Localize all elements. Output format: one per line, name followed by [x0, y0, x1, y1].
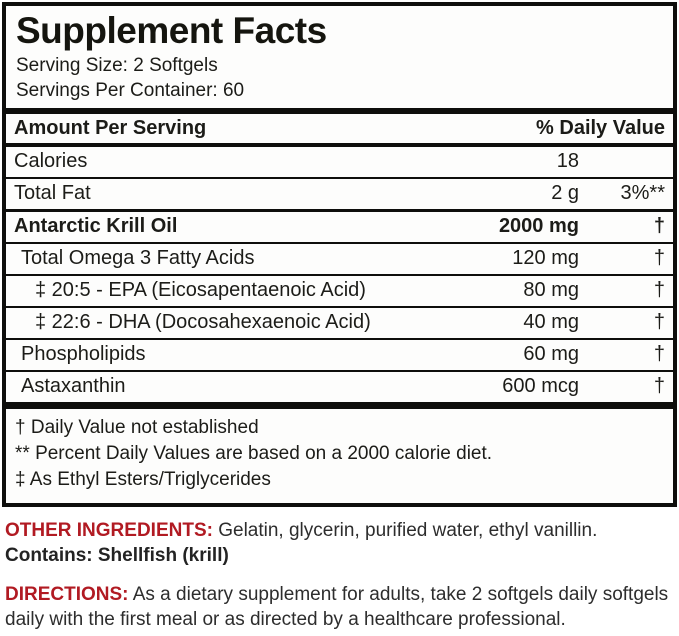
panel-title: Supplement Facts	[16, 10, 327, 51]
nutrient-name: Phospholipids	[21, 343, 146, 366]
nutrient-dv: †	[653, 279, 665, 302]
directions-text: As a dietary supplement for adults, take…	[5, 583, 669, 630]
table-header-row: Amount Per Serving % Daily Value	[6, 114, 673, 147]
footnote-daily-value: † Daily Value not established	[15, 416, 259, 438]
nutrient-dv: 3%**	[620, 182, 665, 205]
nutrient-amount: 18	[556, 150, 579, 173]
table-row-calories: Calories 18	[6, 147, 673, 177]
table-row-total-fat: Total Fat 2 g 3%**	[6, 176, 673, 209]
nutrient-dv: †	[653, 215, 665, 238]
nutrient-name: Antarctic Krill Oil	[14, 215, 178, 238]
table-row-astaxanthin: Astaxanthin 600 mcg †	[6, 369, 673, 402]
nutrient-amount: 2000 mg	[498, 215, 579, 238]
supplement-facts-panel: Supplement Facts Serving Size: 2 Softgel…	[2, 2, 677, 507]
nutrient-amount: 2 g	[551, 182, 579, 205]
servings-per-container-line: Servings Per Container: 60	[16, 79, 245, 101]
nutrient-dv: †	[653, 343, 665, 366]
nutrient-name: Calories	[14, 150, 88, 173]
nutrient-name: Total Fat	[14, 182, 91, 205]
amount-per-serving-header: Amount Per Serving	[14, 116, 207, 139]
nutrient-amount: 80 mg	[523, 279, 579, 302]
table-row-omega3: Total Omega 3 Fatty Acids 120 mg †	[6, 241, 673, 274]
footnote-ethyl-esters: ‡ As Ethyl Esters/Triglycerides	[15, 468, 271, 490]
nutrient-name: Total Omega 3 Fatty Acids	[21, 247, 255, 270]
divider-thick-top	[6, 107, 673, 114]
directions-paragraph: DIRECTIONS: As a dietary supplement for …	[5, 582, 671, 632]
nutrient-name: ‡ 20:5 - EPA (Eicosapentaenoic Acid)	[35, 279, 366, 302]
other-ingredients-paragraph: OTHER INGREDIENTS: Gelatin, glycerin, pu…	[5, 518, 671, 568]
table-row-epa: ‡ 20:5 - EPA (Eicosapentaenoic Acid) 80 …	[6, 273, 673, 306]
nutrient-dv: †	[653, 311, 665, 334]
nutrient-name: Astaxanthin	[21, 375, 126, 398]
nutrient-dv: †	[653, 247, 665, 270]
daily-value-header: % Daily Value	[536, 116, 665, 139]
serving-size-line: Serving Size: 2 Softgels	[16, 54, 218, 76]
footnote-percent-dv: ** Percent Daily Values are based on a 2…	[15, 442, 493, 464]
nutrient-amount: 60 mg	[523, 343, 579, 366]
nutrient-name: ‡ 22:6 - DHA (Docosahexaenoic Acid)	[35, 311, 371, 334]
nutrient-amount: 600 mcg	[502, 375, 579, 398]
table-row-krill-oil: Antarctic Krill Oil 2000 mg †	[6, 208, 673, 242]
nutrient-amount: 120 mg	[512, 247, 579, 270]
panel-header: Supplement Facts Serving Size: 2 Softgel…	[6, 6, 673, 108]
other-ingredients-text: Gelatin, glycerin, purified water, ethyl…	[212, 519, 598, 541]
below-panel-text: OTHER INGREDIENTS: Gelatin, glycerin, pu…	[0, 507, 679, 632]
other-ingredients-label: OTHER INGREDIENTS:	[5, 519, 213, 541]
table-row-dha: ‡ 22:6 - DHA (Docosahexaenoic Acid) 40 m…	[6, 305, 673, 338]
footnotes-section: † Daily Value not established ** Percent…	[6, 401, 673, 503]
directions-label: DIRECTIONS:	[5, 583, 129, 605]
table-row-phospholipids: Phospholipids 60 mg †	[6, 337, 673, 370]
contains-line: Contains: Shellfish (krill)	[5, 544, 229, 566]
nutrient-dv: †	[653, 375, 665, 398]
nutrient-amount: 40 mg	[523, 311, 579, 334]
